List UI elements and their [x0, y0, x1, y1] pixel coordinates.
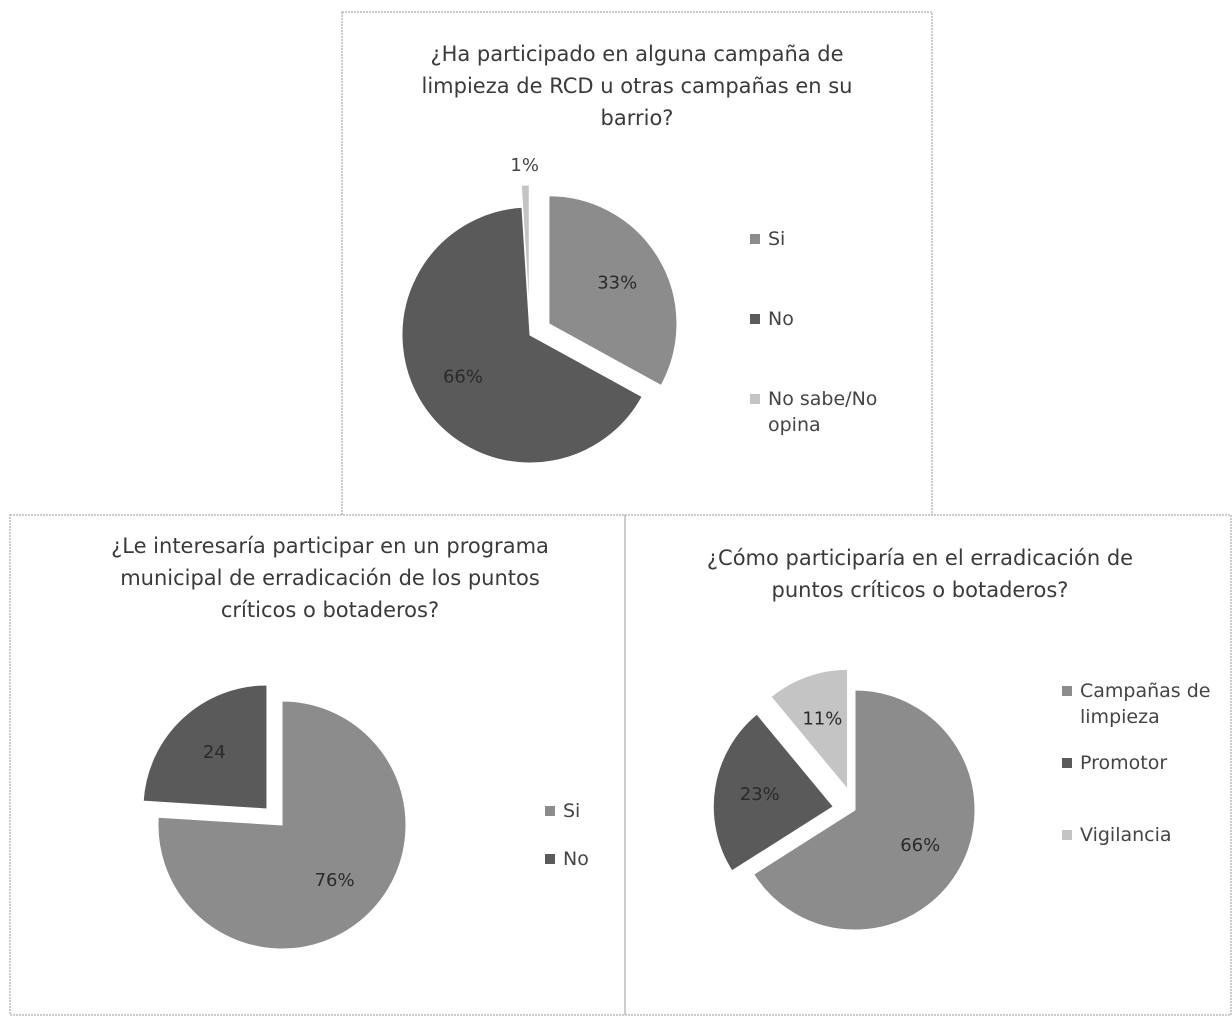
legend-swatch: [750, 234, 760, 244]
legend-swatch: [1062, 758, 1072, 768]
data-label: 66%: [900, 835, 940, 856]
pie-slice: [548, 195, 678, 387]
legend-swatch: [750, 394, 760, 404]
pie-slice: [157, 700, 407, 950]
legend-item: No: [750, 306, 918, 332]
legend-item: No: [545, 846, 633, 872]
legend-item: Si: [545, 798, 633, 824]
data-label: 23%: [740, 784, 780, 805]
legend-swatch: [545, 806, 555, 816]
chart-title: ¿Ha participado en alguna campaña de lim…: [421, 42, 853, 130]
legend-item: Campañas de limpieza: [1062, 678, 1232, 730]
data-label: 1%: [510, 155, 539, 176]
legend-swatch: [750, 314, 760, 324]
legend-swatch: [1062, 830, 1072, 840]
pie-slice: [520, 184, 530, 314]
pie-slice: [401, 206, 643, 464]
legend-swatch: [1062, 686, 1072, 696]
data-label: 33%: [597, 272, 637, 293]
chart-title: ¿Le interesaría participar en un program…: [111, 534, 549, 622]
pie-slice: [142, 684, 268, 810]
pie-slice: [752, 689, 976, 931]
legend-item: Promotor: [1062, 750, 1232, 776]
pie-slice: [770, 668, 849, 791]
data-label: 76%: [315, 870, 355, 891]
panel-border: [624, 514, 1232, 1016]
chart-title: ¿Cómo participaría en el erradicación de…: [706, 546, 1134, 602]
pie-slice: [712, 713, 835, 872]
data-label: 11%: [802, 708, 842, 729]
data-label: 24: [203, 742, 226, 763]
legend-item: Si: [750, 226, 918, 252]
legend-swatch: [545, 854, 555, 864]
legend-item: Vigilancia: [1062, 822, 1232, 848]
legend-item: No sabe/No opina: [750, 386, 918, 438]
data-label: 66%: [443, 367, 483, 388]
